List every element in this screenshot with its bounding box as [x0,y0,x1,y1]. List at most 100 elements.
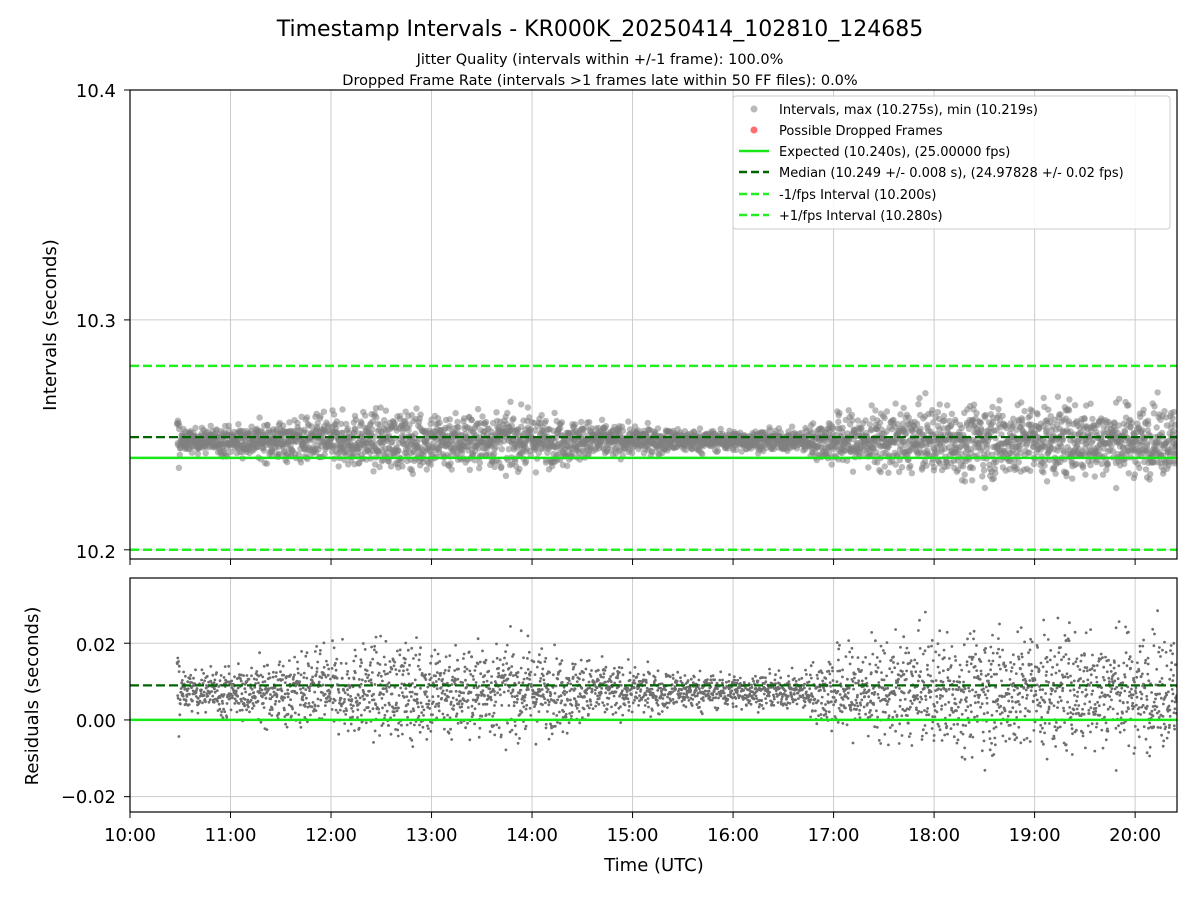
residual-point [207,700,211,704]
residual-point [222,693,226,696]
residual-point [361,694,365,698]
residual-point [360,678,364,682]
interval-point [398,457,405,465]
residual-point [330,708,334,711]
interval-point [207,422,214,429]
interval-point [923,462,930,469]
residual-point [323,713,326,716]
residual-point [230,679,234,683]
residual-point [379,634,382,638]
legend-box [732,95,1171,230]
residual-point [318,652,322,656]
residual-point [324,704,327,707]
residual-point [405,668,409,672]
residual-point [570,714,573,718]
residual-point [573,697,577,701]
residual-point [461,681,464,684]
interval-point [1146,476,1153,483]
interval-point [452,409,459,417]
residual-point [397,721,401,725]
interval-point [625,418,632,425]
residual-point [574,704,578,708]
residual-point [462,657,465,660]
residual-point [372,698,376,702]
residual-point [194,691,198,695]
residual-point [560,659,564,662]
residual-point [296,671,300,675]
residual-point [236,686,240,690]
interval-point [524,404,532,411]
residual-point [419,686,422,690]
residual-point [516,675,519,679]
interval-point [572,421,579,428]
interval-point [1115,395,1123,403]
interval-point [1021,407,1028,415]
residual-point [575,702,578,705]
residual-point [313,690,317,694]
residual-point [217,702,221,706]
residual-point [480,714,484,718]
residual-point [436,694,440,698]
residual-point [570,703,574,707]
residual-point [250,666,254,670]
residual-point [316,660,320,664]
residual-point [427,727,430,730]
interval-point [1128,419,1136,427]
residual-point [509,691,513,695]
residual-point [379,674,383,678]
interval-point [466,466,473,473]
residual-point [325,700,329,704]
interval-point [492,443,499,451]
residual-point [491,687,495,691]
interval-point [176,422,183,429]
residual-point [441,682,445,685]
residual-point [459,691,463,695]
residual-point [366,706,370,709]
interval-point [320,408,328,415]
residual-point [434,674,437,678]
residual-point [431,700,435,704]
residual-point [431,695,435,699]
interval-point [1063,472,1070,480]
residual-point [491,660,495,664]
residual-point [331,701,335,705]
residual-point [516,671,520,674]
residual-point [328,690,332,694]
residual-point [334,708,338,712]
residual-point [177,670,181,673]
residual-point [411,745,415,748]
residual-point [575,680,579,683]
residual-point [476,696,480,700]
residual-point [334,661,337,665]
residual-point [382,655,386,659]
residual-point [246,698,250,702]
residual-point [553,724,557,728]
residual-point [339,661,343,665]
residual-point [190,681,194,684]
interval-point [482,418,490,426]
residual-point [271,695,274,698]
residual-point [329,697,332,701]
residual-point [345,673,349,676]
residual-point [363,708,367,712]
interval-point [362,412,369,419]
residual-point [334,668,338,672]
residual-point [476,686,479,690]
chart-title: Timestamp Intervals - KR000K_20250414_10… [276,17,924,42]
residual-point [495,642,498,646]
residual-point [477,702,481,706]
residual-point [406,715,409,719]
residual-point [522,656,525,660]
residual-point [545,672,549,676]
interval-point [883,408,891,415]
interval-point [479,413,486,420]
residual-point [349,722,353,726]
interval-point [999,412,1006,420]
residual-point [283,681,287,684]
residual-point [369,678,373,682]
residual-point [519,666,523,670]
interval-point [1125,470,1133,477]
interval-point [319,433,327,441]
interval-point [777,429,784,436]
residual-point [529,714,533,717]
